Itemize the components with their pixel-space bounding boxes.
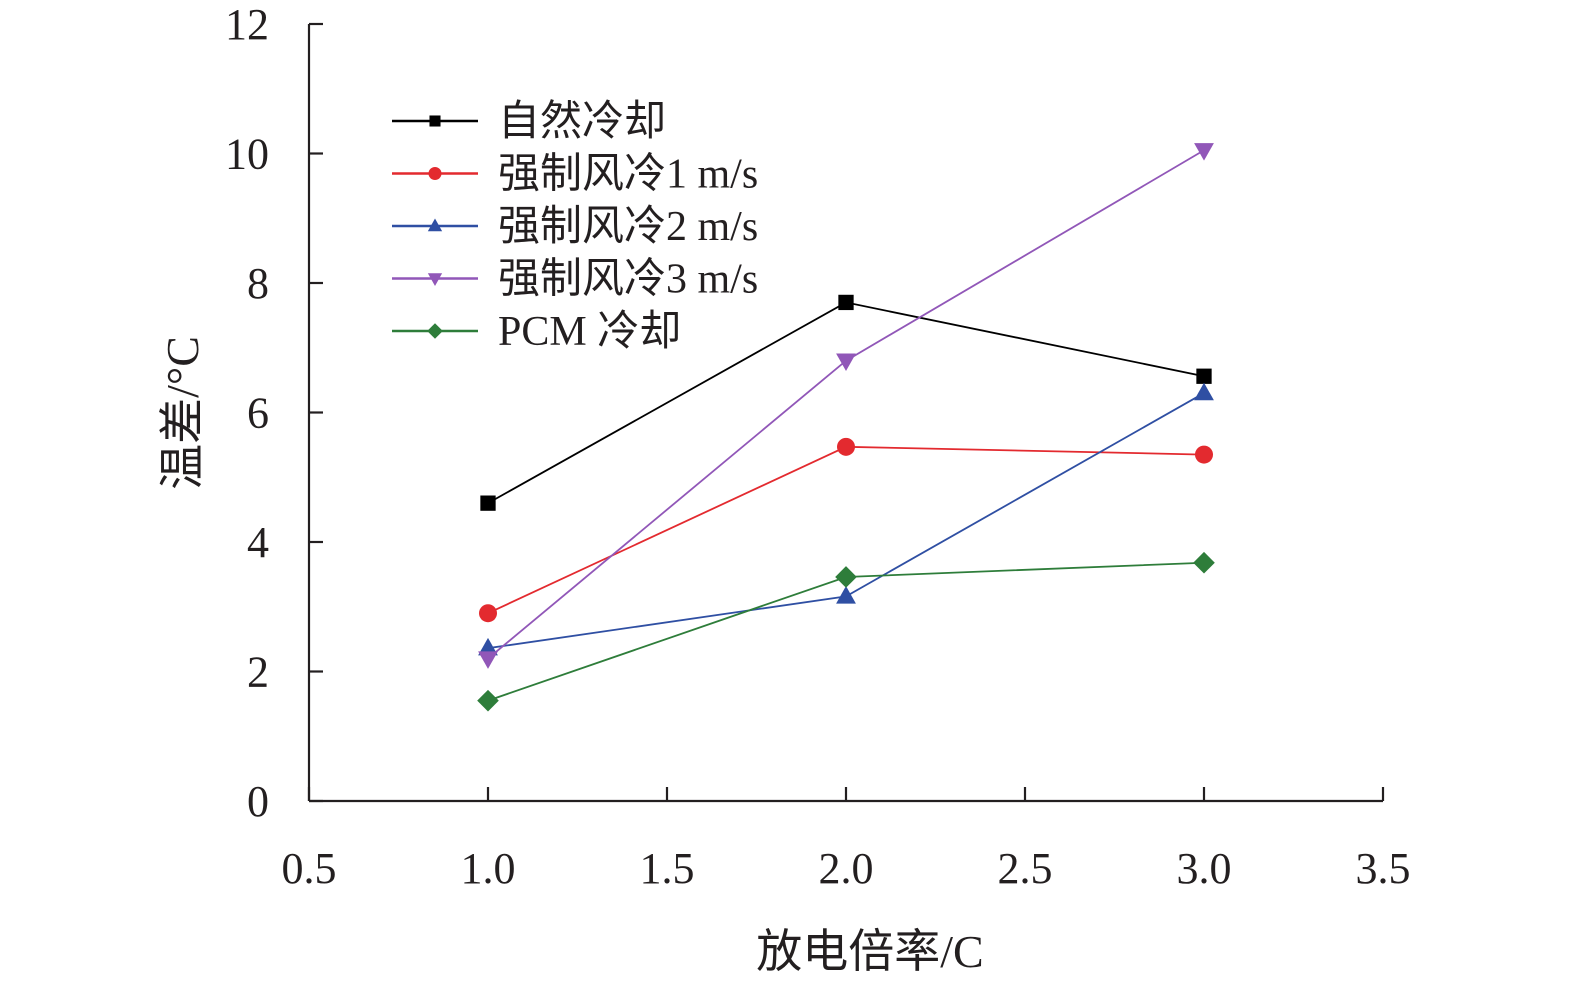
legend-item: 强制风冷2 m/s <box>392 204 758 250</box>
legend-label: 强制风冷1 m/s <box>498 152 758 198</box>
legend-label: 强制风冷2 m/s <box>498 204 758 250</box>
legend-marker <box>427 323 443 339</box>
series-1 <box>480 294 1212 511</box>
x-tick-label: 0.5 <box>282 844 337 893</box>
series-line <box>487 392 1205 650</box>
data-point <box>1196 368 1212 384</box>
legend-marker <box>428 167 442 180</box>
series-3 <box>478 382 1214 656</box>
x-axis-label: 放电倍率/C <box>756 926 983 977</box>
series-5 <box>477 551 1215 712</box>
y-tick-label: 10 <box>225 130 269 179</box>
data-point <box>838 294 854 311</box>
x-tick-label: 3.5 <box>1356 844 1411 893</box>
legend-label: PCM 冷却 <box>498 309 681 355</box>
data-point <box>1193 551 1215 574</box>
series-layer <box>477 143 1215 712</box>
data-point <box>478 637 498 656</box>
x-tick-label: 2.5 <box>998 844 1053 893</box>
y-tick-label: 2 <box>247 648 269 697</box>
legend-item: 自然冷却 <box>392 98 666 145</box>
series-2 <box>479 437 1213 623</box>
series-4 <box>478 143 1214 669</box>
data-point <box>837 437 855 456</box>
x-tick-label: 1.0 <box>461 844 516 893</box>
x-tick-label: 1.5 <box>640 844 695 893</box>
data-point <box>478 651 498 669</box>
legend-marker <box>427 218 443 232</box>
data-point <box>1195 445 1213 464</box>
data-point <box>835 566 857 588</box>
y-axis-label: 温差/°C <box>157 336 208 490</box>
data-point <box>480 495 496 511</box>
axes: 0.5 1.0 1.5 2.0 2.5 3.0 3.5 0 2 4 6 8 10 12 <box>225 0 1411 893</box>
data-point <box>1194 143 1214 161</box>
y-tick-label: 8 <box>247 259 269 308</box>
y-tick-label: 4 <box>247 518 269 567</box>
legend-item: 强制风冷1 m/s <box>392 152 758 198</box>
y-tick-label: 6 <box>247 389 269 438</box>
y-tick-label: 12 <box>225 0 269 49</box>
data-point <box>477 689 499 712</box>
x-tick-label: 2.0 <box>819 844 874 893</box>
legend-label: 自然冷却 <box>498 98 666 145</box>
y-tick-label: 0 <box>247 777 269 826</box>
legend-marker <box>429 115 441 127</box>
data-point <box>836 353 856 372</box>
legend-item: PCM 冷却 <box>392 309 681 355</box>
legend-marker <box>427 273 443 286</box>
legend-label: 强制风冷3 m/s <box>498 257 758 303</box>
data-point <box>836 586 856 604</box>
x-tick-label: 3.0 <box>1177 844 1232 893</box>
legend-item: 强制风冷3 m/s <box>392 257 758 303</box>
data-point <box>1194 382 1214 401</box>
data-point <box>479 604 497 623</box>
